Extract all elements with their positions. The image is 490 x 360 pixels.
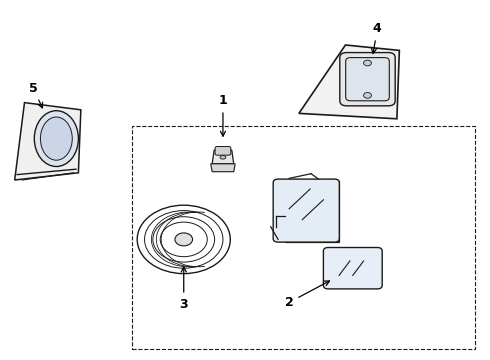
FancyBboxPatch shape [346, 58, 389, 101]
Text: 3: 3 [179, 267, 188, 311]
Polygon shape [15, 103, 81, 180]
Text: 5: 5 [29, 82, 43, 108]
Bar [132, 126, 475, 349]
Polygon shape [299, 45, 399, 119]
FancyBboxPatch shape [273, 179, 339, 242]
FancyBboxPatch shape [215, 147, 231, 155]
Circle shape [364, 93, 371, 98]
FancyBboxPatch shape [340, 53, 395, 106]
Text: 1: 1 [219, 94, 227, 136]
Circle shape [137, 205, 230, 274]
FancyBboxPatch shape [323, 248, 382, 289]
Polygon shape [212, 150, 234, 164]
Ellipse shape [220, 156, 226, 159]
Ellipse shape [40, 117, 73, 160]
Polygon shape [211, 164, 235, 172]
Circle shape [364, 60, 371, 66]
Text: 2: 2 [285, 281, 329, 309]
Ellipse shape [34, 111, 78, 167]
Circle shape [175, 233, 193, 246]
Text: 4: 4 [371, 22, 382, 54]
Polygon shape [285, 181, 339, 242]
